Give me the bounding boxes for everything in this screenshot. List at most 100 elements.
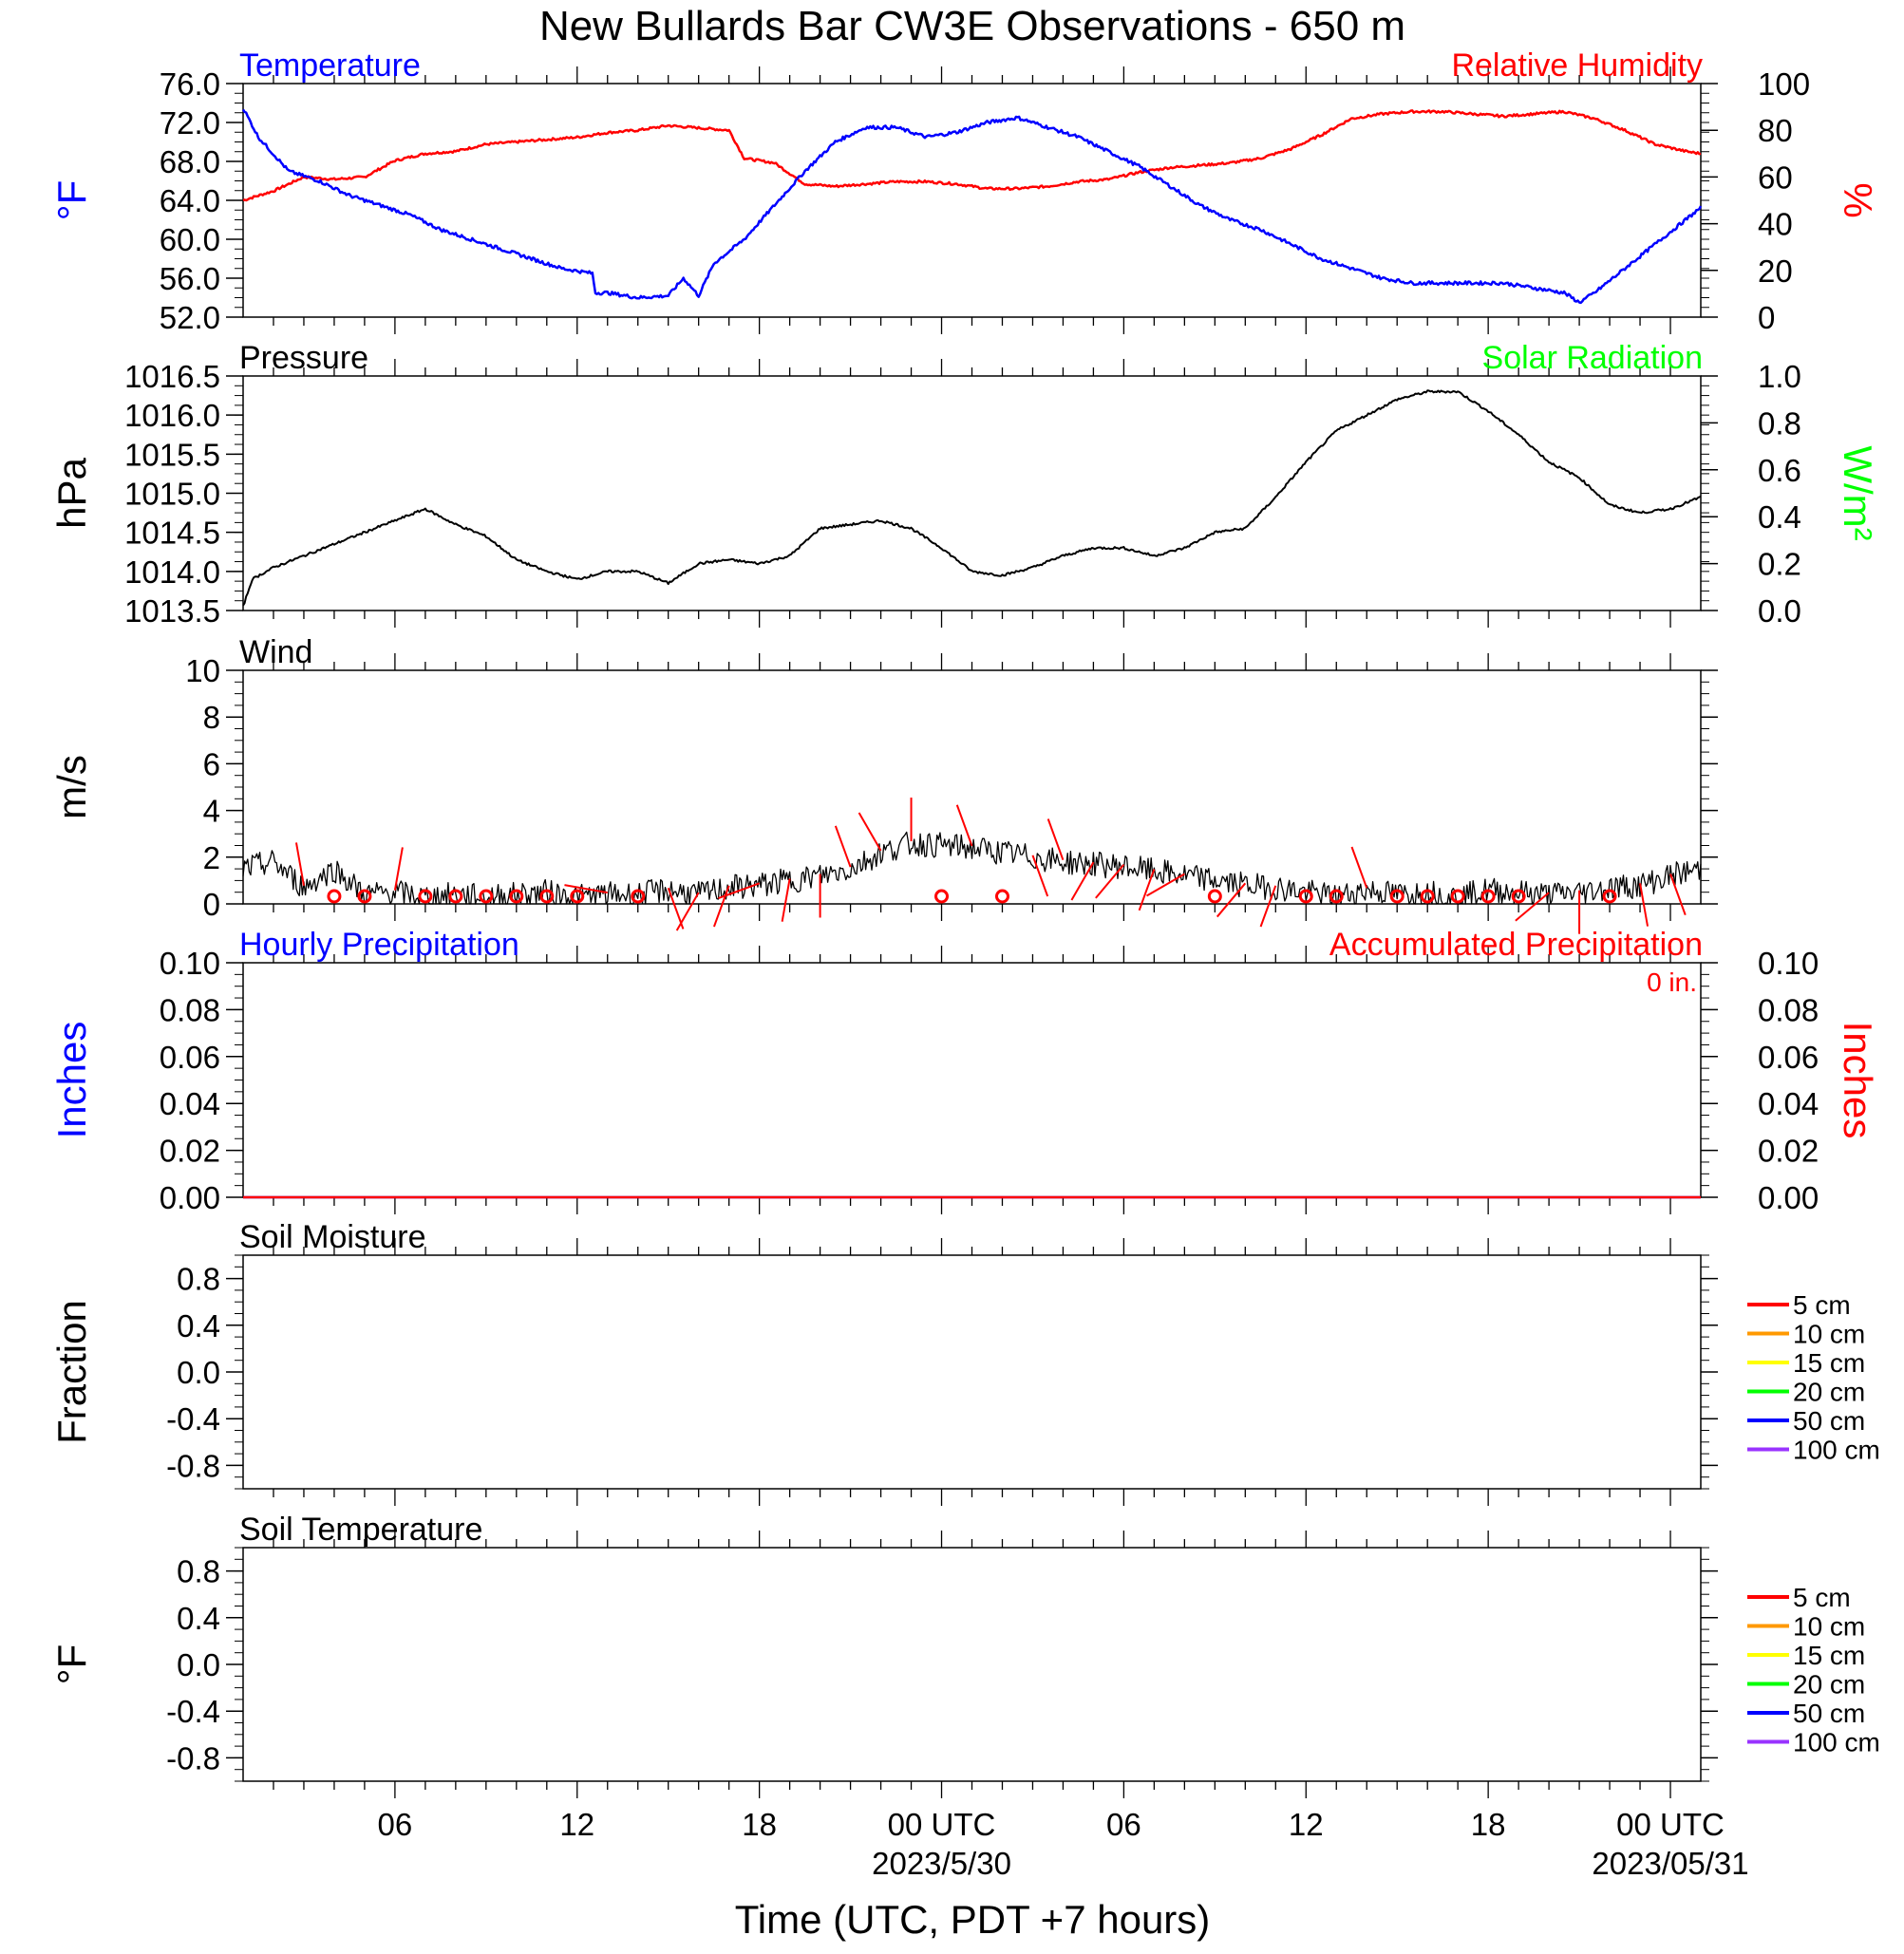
x-tick-label: 18 [1471, 1807, 1506, 1842]
y-tick-label: 0.8 [177, 1554, 220, 1589]
y-tick-label: -0.8 [166, 1448, 220, 1483]
y2-tick-label: 40 [1758, 207, 1793, 242]
wind-direction-stick [718, 882, 760, 899]
calm-wind-marker [448, 889, 463, 904]
x-tick-label: 00 UTC [888, 1807, 996, 1842]
y-tick-label: 4 [203, 794, 220, 829]
y-tick-label: 0.4 [177, 1601, 220, 1636]
y-tick-label: 1016.5 [124, 359, 220, 394]
y-tick-label: 0 [203, 887, 220, 922]
y-tick-label: 1013.5 [124, 593, 220, 629]
panel-title-left: Soil Temperature [239, 1512, 482, 1548]
calm-wind-marker [570, 889, 585, 904]
panel-precip: 0.10 0.08 0.06 0.04 0.02 0.00 0.10 0.08 0.06 0.04… [49, 927, 1880, 1215]
wind-direction-stick [393, 847, 404, 891]
panel-soil_moisture: 0.8 0.4 0.0 -0.4 -0.8 Soil Moisture Fraction 5 … [49, 1219, 1880, 1506]
plot-frame [242, 375, 1702, 611]
panel-title-right: Accumulated Precipitation [1329, 927, 1703, 963]
plot-frame [242, 669, 1702, 905]
x-tick-label: 12 [559, 1807, 594, 1842]
y-tick-label: 0.02 [160, 1134, 220, 1169]
y-tick-label: 0.8 [177, 1262, 220, 1297]
wind-direction-stick [1046, 818, 1065, 861]
calm-wind-marker [1298, 889, 1313, 904]
x-tick-label: 06 [1106, 1807, 1141, 1842]
calm-wind-marker [1511, 889, 1526, 904]
y-tick-label: 60.0 [160, 222, 220, 257]
y-tick-label: -0.4 [166, 1401, 220, 1437]
calm-wind-marker [1420, 889, 1435, 904]
y-tick-label: 0.0 [177, 1355, 220, 1390]
y-tick-label: 0.4 [177, 1308, 220, 1343]
legend-label: 10 cm [1793, 1320, 1865, 1349]
y-axis-unit-left: °F [49, 180, 94, 220]
plot-frame [242, 1254, 1702, 1490]
calm-wind-marker [1602, 889, 1617, 904]
y-tick-label: -0.4 [166, 1694, 220, 1729]
y-tick-label: 1014.0 [124, 554, 220, 590]
legend-label: 20 cm [1793, 1670, 1865, 1700]
y-tick-label: 0.06 [160, 1040, 220, 1075]
calm-wind-marker [1480, 889, 1496, 904]
humidity-line [242, 109, 1702, 202]
y-axis-unit-right: % [1836, 182, 1880, 217]
y-tick-label: -0.8 [166, 1740, 220, 1776]
y-tick-label: 76.0 [160, 66, 220, 102]
panel-title-left: Soil Moisture [239, 1219, 426, 1255]
wind-direction-stick [1216, 882, 1247, 918]
wind-direction-stick [1350, 846, 1368, 889]
calm-wind-marker [357, 889, 372, 904]
calm-wind-marker [1389, 889, 1404, 904]
panel-title-left: Pressure [239, 340, 368, 376]
y-tick-label: 1015.0 [124, 477, 220, 512]
calm-wind-marker [1329, 889, 1344, 904]
y2-tick-label: 0.10 [1758, 946, 1819, 981]
wind-direction-stick [1515, 892, 1550, 922]
calm-wind-marker [631, 889, 646, 904]
y2-tick-label: 0.4 [1758, 499, 1801, 535]
calm-wind-marker [1207, 889, 1222, 904]
y-tick-label: 1015.5 [124, 437, 220, 472]
plot-frame [242, 1547, 1702, 1782]
y2-tick-label: 80 [1758, 113, 1793, 148]
x-tick-label: 06 [378, 1807, 413, 1842]
y2-tick-label: 0.0 [1758, 593, 1801, 629]
legend-label: 5 cm [1793, 1583, 1851, 1612]
calm-wind-marker [479, 889, 494, 904]
wind-direction-stick [1070, 861, 1095, 901]
panel-title-left: Hourly Precipitation [239, 927, 519, 963]
wind-direction-stick [675, 892, 700, 931]
wind-direction-stick [712, 885, 730, 928]
plot-frame [242, 962, 1702, 1198]
wind-direction-stick [858, 812, 882, 852]
y2-tick-label: 0.04 [1758, 1086, 1819, 1121]
legend-label: 15 cm [1793, 1641, 1865, 1670]
y-tick-label: 0.0 [177, 1647, 220, 1682]
panel-title-left: Wind [239, 634, 312, 670]
x-tick-label: 12 [1289, 1807, 1324, 1842]
wind-direction-stick [955, 804, 973, 847]
wind-direction-stick [1669, 874, 1687, 916]
legend-label: 20 cm [1793, 1378, 1865, 1407]
y2-tick-label: 0.08 [1758, 992, 1819, 1027]
x-tick-sublabel: 2023/05/31 [1592, 1846, 1748, 1881]
y-tick-label: 0.00 [160, 1180, 220, 1215]
y-axis-unit-left: °F [49, 1644, 94, 1684]
y-tick-label: 64.0 [160, 183, 220, 218]
wind-direction-stick [1639, 883, 1650, 927]
calm-wind-marker [327, 889, 342, 904]
y-tick-label: 52.0 [160, 300, 220, 335]
y2-tick-label: 0.02 [1758, 1134, 1819, 1169]
temperature-line [241, 108, 1703, 305]
y2-tick-label: 0.00 [1758, 1180, 1819, 1215]
panel-title-right: Solar Radiation [1482, 340, 1703, 376]
legend-label: 15 cm [1793, 1348, 1865, 1378]
y2-tick-label: 0 [1758, 300, 1775, 335]
calm-wind-marker [1450, 889, 1465, 904]
wind-direction-stick [1259, 885, 1277, 928]
y-tick-label: 0.04 [160, 1086, 220, 1121]
y-tick-label: 56.0 [160, 261, 220, 296]
calm-wind-marker [539, 889, 555, 904]
